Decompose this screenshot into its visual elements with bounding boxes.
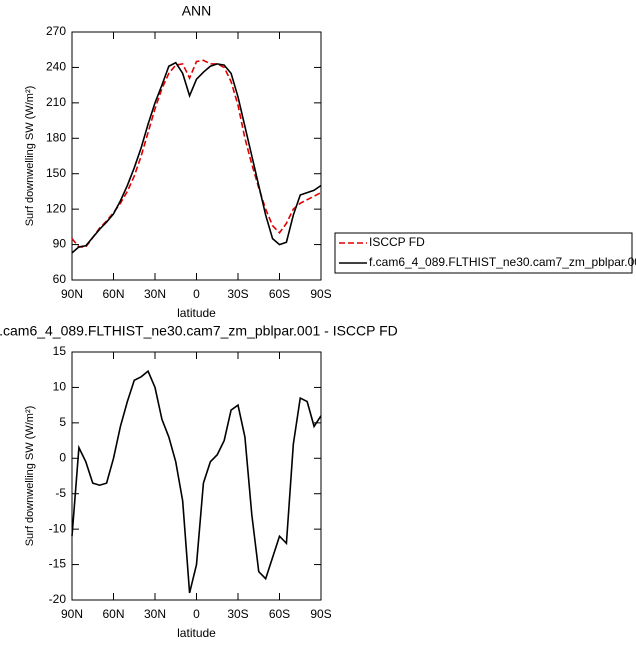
- legend-box: [334, 232, 633, 274]
- y-tick-label: -5: [55, 486, 66, 500]
- legend-label: ISCCP FD: [369, 235, 425, 249]
- y-tick-label: 90: [53, 237, 67, 251]
- y-tick-label: 0: [59, 450, 66, 464]
- y-tick-label: 15: [53, 344, 67, 358]
- x-axis-label: latitude: [177, 626, 216, 640]
- x-tick-label: 60N: [102, 287, 124, 301]
- line-series: [71, 59, 322, 248]
- y-tick-label: 60: [53, 272, 67, 286]
- y-tick-label: -10: [49, 521, 67, 535]
- x-tick-label: 60S: [269, 607, 290, 621]
- x-tick-label: 60N: [102, 607, 124, 621]
- line-series: [71, 61, 322, 254]
- x-tick-label: 90N: [61, 607, 83, 621]
- x-tick-label: 30N: [144, 287, 166, 301]
- y-axis-label: Surf downwelling SW (W/m²): [24, 86, 36, 227]
- x-tick-label: 0: [193, 607, 200, 621]
- chart-title: f.cam6_4_089.FLTHIST_ne30.cam7_zm_pblpar…: [0, 323, 398, 339]
- x-tick-label: 0: [193, 287, 200, 301]
- x-tick-label: 30S: [227, 287, 248, 301]
- y-tick-label: 210: [46, 95, 66, 109]
- y-axis-label: Surf downwelling SW (W/m²): [24, 406, 36, 547]
- x-tick-label: 30S: [227, 607, 248, 621]
- x-tick-label: 60S: [269, 287, 290, 301]
- x-tick-label: 30N: [144, 607, 166, 621]
- y-tick-label: 240: [46, 60, 66, 74]
- x-tick-label: 90N: [61, 287, 83, 301]
- y-tick-label: 5: [59, 415, 66, 429]
- y-tick-label: -15: [49, 557, 67, 571]
- y-tick-label: 120: [46, 201, 66, 215]
- y-tick-label: 10: [53, 380, 67, 394]
- line-series: [71, 369, 322, 594]
- y-tick-label: 150: [46, 166, 66, 180]
- y-tick-label: -20: [49, 592, 67, 606]
- x-axis-label: latitude: [177, 306, 216, 320]
- legend-label: f.cam6_4_089.FLTHIST_ne30.cam7_zm_pblpar…: [369, 255, 636, 269]
- chart-title: ANN: [182, 3, 212, 19]
- x-tick-label: 90S: [310, 287, 331, 301]
- y-tick-label: 180: [46, 130, 66, 144]
- y-tick-label: 270: [46, 24, 66, 38]
- x-tick-label: 90S: [310, 607, 331, 621]
